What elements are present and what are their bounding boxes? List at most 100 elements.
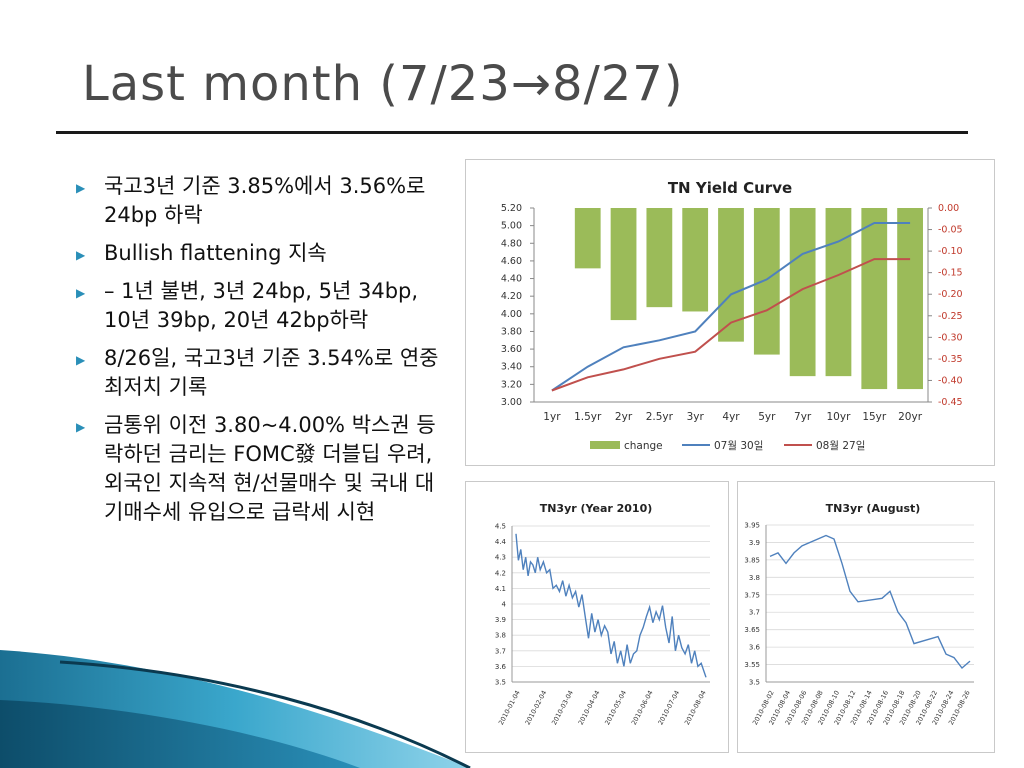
- bullet-item: ▶ Bullish flattening 지속: [74, 239, 444, 268]
- x-tick-label: 2010-02-04: [524, 689, 549, 726]
- x-tick-label: 2yr: [615, 411, 633, 423]
- triangle-right-icon: ▶: [76, 248, 86, 262]
- y-tick-label: 4.2: [495, 569, 506, 577]
- y-right-tick-label: -0.15: [938, 268, 963, 279]
- bullet-text: 8/26일, 국고3년 기준 3.54%로 연중 최저치 기록: [104, 346, 439, 399]
- x-tick-label: 2010-06-04: [630, 689, 655, 726]
- y-left-tick-label: 4.00: [501, 309, 522, 320]
- y-left-tick-label: 5.20: [501, 203, 522, 214]
- x-tick-label: 5yr: [758, 411, 776, 423]
- series-line-jul30: [551, 222, 911, 392]
- y-right-tick-label: -0.30: [938, 332, 963, 343]
- y-right-tick-label: 0.00: [938, 203, 959, 214]
- y-tick-label: 3.85: [744, 556, 760, 564]
- triangle-right-icon: ▶: [76, 420, 86, 434]
- y-tick-label: 3.5: [749, 679, 760, 687]
- bar-change: [574, 208, 601, 269]
- bullet-item: ▶ 국고3년 기준 3.85%에서 3.56%로 24bp 하락: [74, 172, 444, 230]
- y-left-tick-label: 4.80: [501, 238, 522, 249]
- bar-change: [789, 208, 816, 377]
- slide-title: Last month (7/23→8/27): [82, 56, 684, 112]
- yield-curve-chart: TN Yield Curve 5.20 5.00 4.80 4.60 4.40 4.20 4.…: [501, 179, 963, 452]
- bullet-text: 국고3년 기준 3.85%에서 3.56%로 24bp 하락: [104, 174, 426, 227]
- y-tick-label: 3.6: [495, 663, 507, 671]
- y-right-tick-label: -0.10: [938, 246, 963, 257]
- triangle-right-icon: ▶: [76, 286, 86, 300]
- tn3yr-august-chart: TN3yr (August) 3.95 3.9 3.85 3.8 3.75 3.7 3.65 3…: [744, 502, 974, 726]
- x-tick-label: 1.5yr: [574, 411, 602, 423]
- x-tick-label: 2010-07-04: [656, 689, 681, 726]
- y-tick-label: 3.5: [495, 679, 506, 687]
- legend-swatch-change: [590, 441, 620, 449]
- y-tick-label: 4.4: [495, 538, 507, 546]
- bullet-list: ▶ 국고3년 기준 3.85%에서 3.56%로 24bp 하락 ▶ Bullish…: [74, 172, 444, 536]
- y-tick-label: 4.5: [495, 523, 506, 531]
- y-tick-label: 4: [502, 601, 507, 609]
- bullet-item: ▶ 금통위 이전 3.80~4.00% 박스권 등락하던 금리는 FOMC發 더블…: [74, 411, 444, 527]
- y-right-tick-label: -0.20: [938, 289, 963, 300]
- x-tick-label: 2010-04-04: [577, 689, 602, 726]
- triangle-right-icon: ▶: [76, 353, 86, 367]
- y-tick-label: 3.55: [744, 661, 760, 669]
- y-right-tick-label: -0.05: [938, 225, 963, 236]
- y-left-tick-label: 4.20: [501, 291, 522, 302]
- legend-label-jul30: 07월 30일: [714, 439, 763, 452]
- x-tick-label: 2010-05-04: [603, 689, 628, 726]
- bar-change: [682, 208, 709, 312]
- bullet-text: – 1년 불변, 3년 24bp, 5년 34bp, 10년 39bp, 20년…: [104, 279, 419, 332]
- bar-change: [610, 208, 637, 321]
- y-tick-label: 3.9: [495, 616, 506, 624]
- x-tick-label: 7yr: [794, 411, 812, 423]
- bullet-item: ▶ – 1년 불변, 3년 24bp, 5년 34bp, 10년 39bp, 2…: [74, 277, 444, 335]
- swoosh-band-dark: [0, 700, 360, 768]
- y-right-tick-label: -0.40: [938, 375, 963, 386]
- y-tick-label: 3.75: [744, 591, 760, 599]
- x-tick-label: 4yr: [722, 411, 740, 423]
- bar-change: [897, 208, 923, 390]
- bullet-item: ▶ 8/26일, 국고3년 기준 3.54%로 연중 최저치 기록: [74, 344, 444, 402]
- y-left-tick-label: 4.60: [501, 256, 522, 267]
- y-tick-label: 4.1: [495, 585, 506, 593]
- x-tick-label: 2.5yr: [646, 411, 674, 423]
- chart-title: TN Yield Curve: [668, 179, 792, 197]
- y-right-tick-label: -0.35: [938, 354, 963, 365]
- y-tick-label: 3.9: [749, 539, 760, 547]
- y-tick-label: 3.8: [495, 632, 506, 640]
- legend-label-aug27: 08월 27일: [816, 439, 865, 452]
- y-left-tick-label: 3.00: [501, 397, 522, 408]
- triangle-right-icon: ▶: [76, 181, 86, 195]
- y-left-tick-label: 3.20: [501, 379, 522, 390]
- y-tick-label: 3.7: [495, 647, 506, 655]
- y-left-tick-label: 3.80: [501, 326, 522, 337]
- x-tick-label: 1yr: [543, 411, 561, 423]
- y-tick-label: 4.3: [495, 554, 506, 562]
- tn3yr-august-chart-panel: TN3yr (August) 3.95 3.9 3.85 3.8 3.75 3.7 3.65 3…: [737, 481, 995, 753]
- bar-change: [753, 208, 780, 355]
- tn3yr-year-chart-panel: TN3yr (Year 2010) 4.5 4.4 4.3 4.2 4.1 4 3.9 3.8 3…: [465, 481, 729, 753]
- x-tick-label: 10yr: [827, 411, 852, 423]
- chart-title: TN3yr (Year 2010): [540, 502, 653, 515]
- y-tick-label: 3.95: [744, 522, 760, 530]
- y-left-tick-label: 5.00: [501, 221, 522, 232]
- series-line-aug27: [551, 258, 911, 392]
- x-tick-label: 2010-01-04: [497, 689, 522, 726]
- title-divider: [56, 131, 968, 134]
- series-line: [769, 534, 971, 670]
- x-tick-label: 3yr: [687, 411, 705, 423]
- x-tick-label: 2010-03-04: [550, 689, 575, 726]
- bar-change: [861, 208, 888, 390]
- bullet-text: Bullish flattening 지속: [104, 241, 327, 265]
- bar-change: [825, 208, 852, 377]
- bar-change: [646, 208, 673, 308]
- y-tick-label: 3.8: [749, 574, 760, 582]
- y-right-tick-label: -0.45: [938, 397, 963, 408]
- x-tick-label: 15yr: [862, 411, 887, 423]
- y-tick-label: 3.6: [749, 644, 761, 652]
- y-tick-label: 3.65: [744, 626, 760, 634]
- series-line: [515, 533, 707, 678]
- x-tick-label: 20yr: [898, 411, 923, 423]
- bullet-text: 금통위 이전 3.80~4.00% 박스권 등락하던 금리는 FOMC發 더블딥…: [104, 413, 436, 524]
- swoosh-line: [59, 660, 471, 768]
- tn3yr-year-chart: TN3yr (Year 2010) 4.5 4.4 4.3 4.2 4.1 4 3.9 3.8 3…: [495, 502, 710, 726]
